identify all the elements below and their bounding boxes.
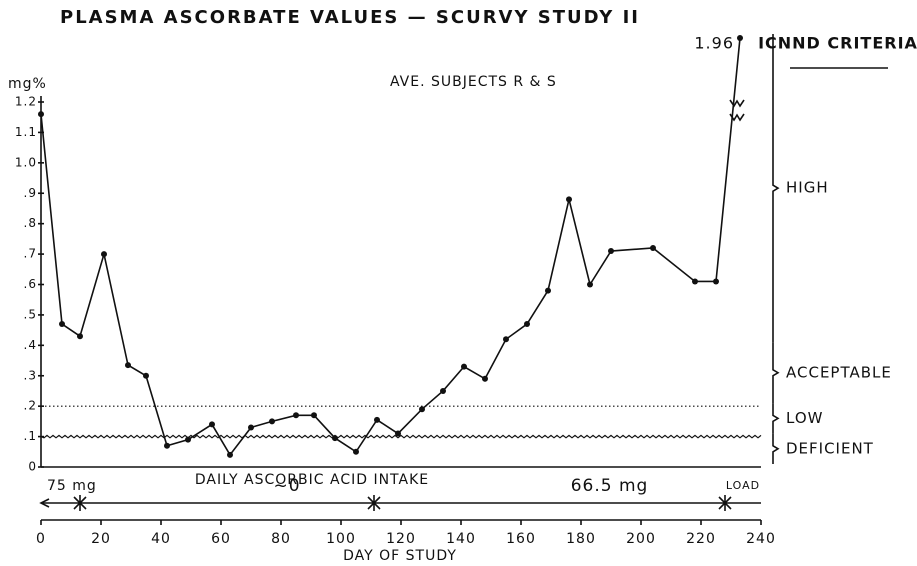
reference-line	[40, 434, 762, 439]
chart-title: PLASMA ASCORBATE VALUES — SCURVY STUDY I…	[60, 7, 640, 28]
y-tick-label: .3	[24, 368, 37, 382]
data-point	[77, 333, 83, 340]
data-point	[59, 321, 65, 328]
y-tick-label: .4	[24, 338, 37, 352]
data-point	[503, 336, 509, 343]
y-tick-label: 1.0	[15, 155, 37, 169]
data-line	[40, 37, 741, 457]
data-point	[566, 196, 572, 203]
y-tick-label: .1	[24, 429, 37, 443]
data-point	[293, 412, 299, 419]
x-axis-label: DAY OF STUDY	[343, 548, 457, 564]
criteria-bracket	[772, 433, 780, 464]
data-point	[125, 362, 131, 369]
data-point	[440, 387, 446, 394]
data-point	[374, 416, 380, 423]
data-point	[737, 35, 743, 41]
data-label: 1.96	[694, 34, 734, 53]
y-axis-label: mg%	[8, 76, 47, 92]
x-tick-label: 40	[151, 531, 171, 547]
data-point	[38, 111, 44, 118]
x-tick-label: 80	[271, 531, 291, 547]
data-point	[353, 448, 359, 455]
y-tick-label: .9	[24, 186, 37, 200]
data-point	[209, 421, 215, 428]
annotation: AVE. SUBJECTS R & S	[390, 74, 557, 90]
criteria-title: ICNND CRITERIA	[758, 34, 917, 53]
y-tick-label: .7	[24, 247, 37, 261]
data-point	[713, 278, 719, 285]
data-point	[524, 321, 530, 328]
intake-arrow	[39, 498, 50, 508]
data-point	[545, 287, 551, 294]
data-point	[332, 435, 338, 442]
intake-marker	[718, 495, 732, 511]
criteria-bracket	[772, 34, 780, 343]
data-point	[143, 372, 149, 379]
data-point	[419, 406, 425, 413]
criteria-label: DEFICIENT	[786, 439, 874, 457]
intake-label: ~0	[273, 476, 300, 496]
data-point	[395, 430, 401, 437]
y-tick-label: 1.2	[15, 95, 37, 109]
data-point	[650, 245, 656, 251]
y-tick-label: .5	[24, 307, 37, 321]
x-tick-label: 0	[36, 531, 46, 547]
x-tick-label: 160	[506, 531, 536, 547]
x-tick-label: 180	[566, 531, 596, 547]
y-tick-label: 1.1	[15, 125, 37, 139]
intake-label: 66.5 mg	[571, 476, 649, 496]
data-point	[185, 436, 191, 443]
x-tick-label: 20	[91, 531, 111, 547]
data-point	[164, 442, 170, 449]
criteria-label: ACCEPTABLE	[786, 363, 892, 381]
x-tick-label: 240	[746, 531, 776, 547]
x-tick-label: 100	[326, 531, 356, 547]
data-point	[311, 412, 317, 419]
x-tick-label: 120	[386, 531, 416, 547]
intake-title: DAILY ASCORBIC ACID INTAKE	[195, 472, 429, 488]
intake-marker	[367, 495, 381, 511]
y-tick-label: .2	[24, 399, 37, 413]
criteria-label: HIGH	[786, 179, 829, 197]
data-point	[248, 424, 254, 431]
data-point	[101, 251, 107, 258]
criteria-bracket	[772, 403, 780, 434]
axis-break	[729, 113, 745, 122]
data-point	[608, 248, 614, 255]
intake-marker	[73, 495, 87, 511]
data-point	[482, 375, 488, 382]
y-tick-label: 0	[28, 460, 37, 474]
data-point	[461, 363, 467, 370]
data-point	[269, 418, 275, 425]
x-tick-label: 200	[626, 531, 656, 547]
x-tick-label: 220	[686, 531, 716, 547]
x-tick-label: 140	[446, 531, 476, 547]
intake-label: LOAD	[726, 479, 760, 492]
data-point	[227, 451, 233, 458]
intake-label: 75 mg	[47, 478, 97, 494]
criteria-bracket	[772, 342, 780, 404]
y-tick-label: .6	[24, 277, 37, 291]
data-point	[692, 278, 698, 285]
axis-break	[729, 99, 745, 108]
x-tick-label: 60	[211, 531, 231, 547]
y-tick-label: .8	[24, 216, 37, 230]
data-point	[587, 281, 593, 288]
criteria-label: LOW	[786, 409, 823, 427]
